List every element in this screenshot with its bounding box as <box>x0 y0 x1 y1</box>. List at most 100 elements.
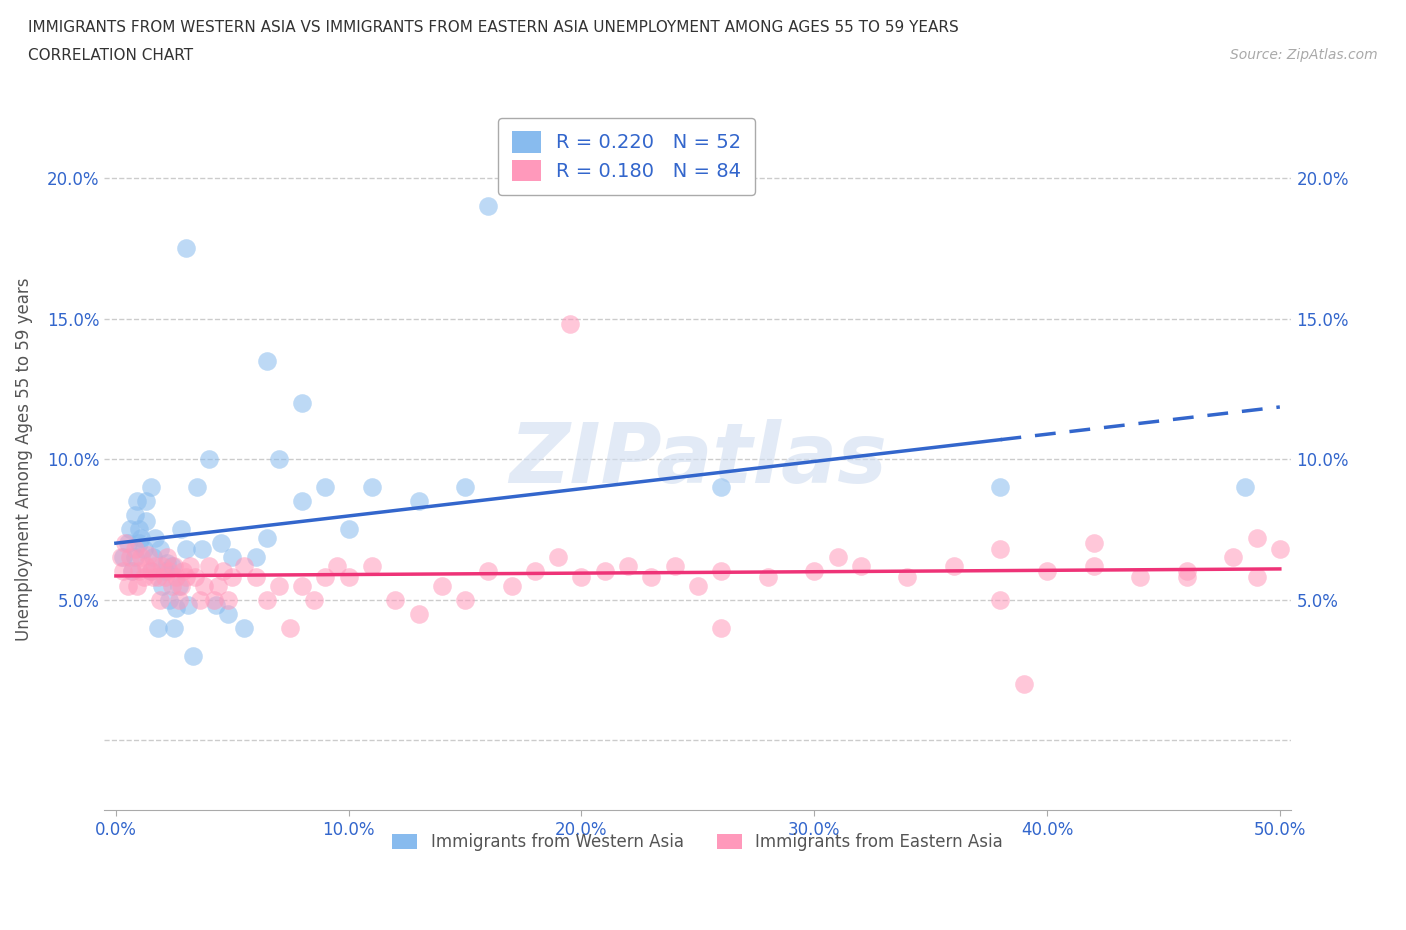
Text: CORRELATION CHART: CORRELATION CHART <box>28 48 193 63</box>
Point <box>337 570 360 585</box>
Point <box>617 558 640 573</box>
Point <box>314 480 336 495</box>
Point <box>1036 564 1059 578</box>
Point <box>139 564 162 578</box>
Point <box>1083 536 1105 551</box>
Point <box>114 536 136 551</box>
Point <box>153 564 176 578</box>
Point <box>131 550 153 565</box>
Point <box>710 480 733 495</box>
Point <box>125 578 148 593</box>
Point <box>245 570 267 585</box>
Point <box>207 578 229 593</box>
Point <box>160 558 183 573</box>
Point <box>408 494 430 509</box>
Point <box>146 620 169 635</box>
Point <box>256 353 278 368</box>
Point <box>163 558 186 573</box>
Point <box>1268 541 1291 556</box>
Point <box>827 550 849 565</box>
Point <box>139 564 162 578</box>
Point <box>267 578 290 593</box>
Point <box>267 452 290 467</box>
Text: IMMIGRANTS FROM WESTERN ASIA VS IMMIGRANTS FROM EASTERN ASIA UNEMPLOYMENT AMONG : IMMIGRANTS FROM WESTERN ASIA VS IMMIGRAN… <box>28 20 959 35</box>
Point <box>454 592 477 607</box>
Point <box>118 522 141 537</box>
Point <box>314 570 336 585</box>
Point <box>640 570 662 585</box>
Y-axis label: Unemployment Among Ages 55 to 59 years: Unemployment Among Ages 55 to 59 years <box>15 277 32 641</box>
Point <box>571 570 593 585</box>
Point <box>756 570 779 585</box>
Point <box>121 564 143 578</box>
Point <box>990 480 1012 495</box>
Point <box>523 564 546 578</box>
Point <box>191 541 214 556</box>
Point <box>198 558 221 573</box>
Point <box>188 592 211 607</box>
Point <box>165 601 187 616</box>
Point <box>167 592 190 607</box>
Point <box>124 541 146 556</box>
Point <box>337 522 360 537</box>
Text: Source: ZipAtlas.com: Source: ZipAtlas.com <box>1230 48 1378 62</box>
Point <box>156 555 179 570</box>
Point <box>139 480 162 495</box>
Point <box>163 620 186 635</box>
Point <box>942 558 965 573</box>
Point <box>803 564 825 578</box>
Point <box>280 620 302 635</box>
Point <box>149 541 172 556</box>
Point <box>159 592 181 607</box>
Point <box>202 592 225 607</box>
Point <box>159 564 181 578</box>
Point <box>361 480 384 495</box>
Point <box>110 550 132 565</box>
Text: ZIPatlas: ZIPatlas <box>509 418 887 499</box>
Point <box>217 606 239 621</box>
Point <box>149 592 172 607</box>
Point <box>172 564 194 578</box>
Point <box>145 530 167 545</box>
Point <box>111 550 134 565</box>
Point <box>291 395 314 410</box>
Point <box>501 578 523 593</box>
Point <box>131 530 153 545</box>
Point <box>558 317 581 332</box>
Point <box>547 550 569 565</box>
Point <box>849 558 872 573</box>
Point <box>710 564 733 578</box>
Point <box>128 536 150 551</box>
Point <box>181 648 204 663</box>
Point <box>142 550 165 565</box>
Point <box>454 480 477 495</box>
Point <box>256 530 278 545</box>
Point <box>232 558 254 573</box>
Point <box>326 558 349 573</box>
Point <box>128 564 150 578</box>
Point <box>117 536 139 551</box>
Point <box>361 558 384 573</box>
Point <box>153 570 176 585</box>
Point <box>256 592 278 607</box>
Point <box>142 570 165 585</box>
Point <box>1012 676 1035 691</box>
Point <box>193 578 215 593</box>
Point <box>121 564 143 578</box>
Point <box>477 564 499 578</box>
Point <box>174 570 197 585</box>
Point <box>170 578 193 593</box>
Point <box>686 578 709 593</box>
Point <box>177 598 200 613</box>
Point <box>291 494 314 509</box>
Point <box>1129 570 1152 585</box>
Point <box>124 550 146 565</box>
Point <box>245 550 267 565</box>
Legend: Immigrants from Western Asia, Immigrants from Eastern Asia: Immigrants from Western Asia, Immigrants… <box>385 827 1010 858</box>
Point <box>184 570 207 585</box>
Point <box>146 570 169 585</box>
Point <box>111 564 134 578</box>
Point <box>174 241 197 256</box>
Point <box>152 578 174 593</box>
Point <box>135 494 157 509</box>
